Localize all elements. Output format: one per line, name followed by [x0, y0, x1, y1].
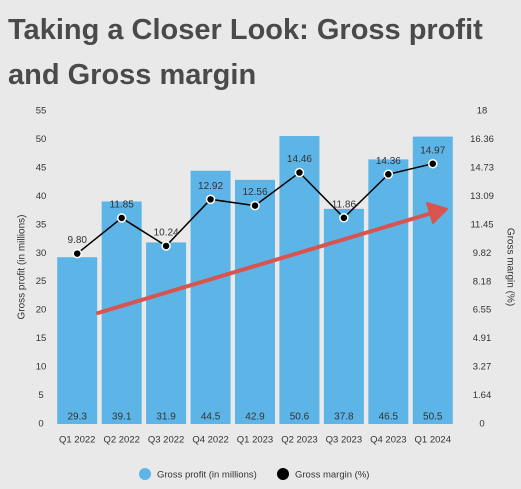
x-tick-label: Q1 2023	[237, 435, 273, 446]
bar-value-label: 44.5	[201, 412, 221, 423]
y-tick-label: 50	[36, 134, 47, 145]
x-tick-label: Q1 2022	[59, 435, 95, 446]
line-value-label: 12.92	[198, 181, 223, 192]
x-tick-label: Q4 2022	[192, 435, 228, 446]
bar-value-label: 50.5	[423, 412, 443, 423]
y2-axis-title: Gross margin (%)	[504, 228, 515, 306]
y-tick-label: 40	[36, 191, 47, 202]
legend-swatch	[277, 468, 289, 480]
trend-arrow	[96, 211, 434, 315]
bar	[57, 257, 98, 424]
line-value-label: 11.86	[332, 199, 357, 210]
bar	[190, 170, 231, 424]
line-value-label: 9.80	[67, 235, 87, 246]
y2-tick-label: 1.64	[473, 390, 492, 401]
line-point	[383, 169, 394, 180]
line-value-label: 14.36	[376, 156, 401, 167]
bar	[368, 159, 409, 424]
y-tick-label: 55	[36, 106, 47, 117]
bar-value-label: 50.6	[290, 412, 310, 423]
line-value-label: 10.24	[154, 228, 179, 239]
y-tick-label: 10	[36, 362, 47, 373]
x-tick-label: Q2 2022	[103, 435, 139, 446]
y2-tick-label: 16.36	[470, 134, 494, 145]
line-point	[339, 213, 349, 223]
line-point	[161, 241, 171, 251]
y-tick-label: 15	[36, 333, 47, 344]
line-point	[294, 167, 305, 178]
x-tick-label: Q3 2023	[326, 435, 362, 446]
bar	[279, 136, 320, 425]
y-tick-label: 25	[36, 276, 47, 287]
line-value-label: 14.97	[420, 145, 445, 156]
x-tick-label: Q1 2024	[415, 435, 451, 446]
legend-label: Gross margin (%)	[295, 470, 369, 481]
line-point	[205, 194, 216, 205]
bar-value-label: 29.3	[67, 412, 87, 423]
y2-tick-label: 18	[477, 106, 488, 117]
y2-tick-label: 3.27	[473, 362, 492, 373]
bar	[101, 201, 142, 424]
y-tick-label: 30	[36, 248, 47, 259]
y2-tick-label: 14.73	[470, 162, 494, 173]
x-tick-label: Q2 2023	[281, 435, 317, 446]
line-value-label: 11.85	[110, 200, 135, 211]
line-value-label: 12.56	[242, 187, 267, 198]
line-point	[250, 200, 260, 211]
y2-tick-label: 4.91	[473, 333, 492, 344]
bar-value-label: 46.5	[379, 412, 399, 423]
bar-value-label: 37.8	[334, 412, 354, 423]
y2-tick-label: 13.09	[470, 191, 494, 202]
y2-tick-label: 6.55	[473, 305, 492, 316]
bar	[146, 242, 187, 424]
y2-tick-label: 0	[479, 419, 484, 430]
x-tick-label: Q3 2022	[148, 435, 184, 446]
chart-title: Taking a Closer Look: Gross profit and G…	[8, 14, 483, 91]
x-tick-label: Q4 2023	[370, 435, 406, 446]
line-value-label: 14.46	[287, 154, 312, 165]
y2-tick-label: 8.18	[473, 276, 492, 287]
legend-swatch	[139, 468, 151, 480]
y-axis-title: Gross profit (in millions)	[17, 214, 28, 319]
y-tick-label: 45	[36, 162, 47, 173]
trend-arrow-head	[426, 202, 448, 224]
y-tick-label: 0	[38, 419, 43, 430]
legend-label: Gross profit (in millions)	[157, 470, 257, 481]
line-point	[72, 248, 82, 259]
bar-value-label: 39.1	[112, 412, 132, 423]
y-tick-label: 35	[36, 219, 47, 230]
line-point	[116, 213, 127, 223]
line-point	[428, 158, 438, 169]
y-tick-label: 20	[36, 305, 47, 316]
y2-tick-label: 11.45	[470, 219, 493, 230]
y2-tick-label: 9.82	[473, 248, 492, 259]
bar-value-label: 42.9	[245, 412, 265, 423]
bar	[235, 179, 275, 424]
bar-value-label: 31.9	[156, 412, 176, 423]
bar	[412, 136, 453, 425]
y-tick-label: 5	[38, 390, 43, 401]
